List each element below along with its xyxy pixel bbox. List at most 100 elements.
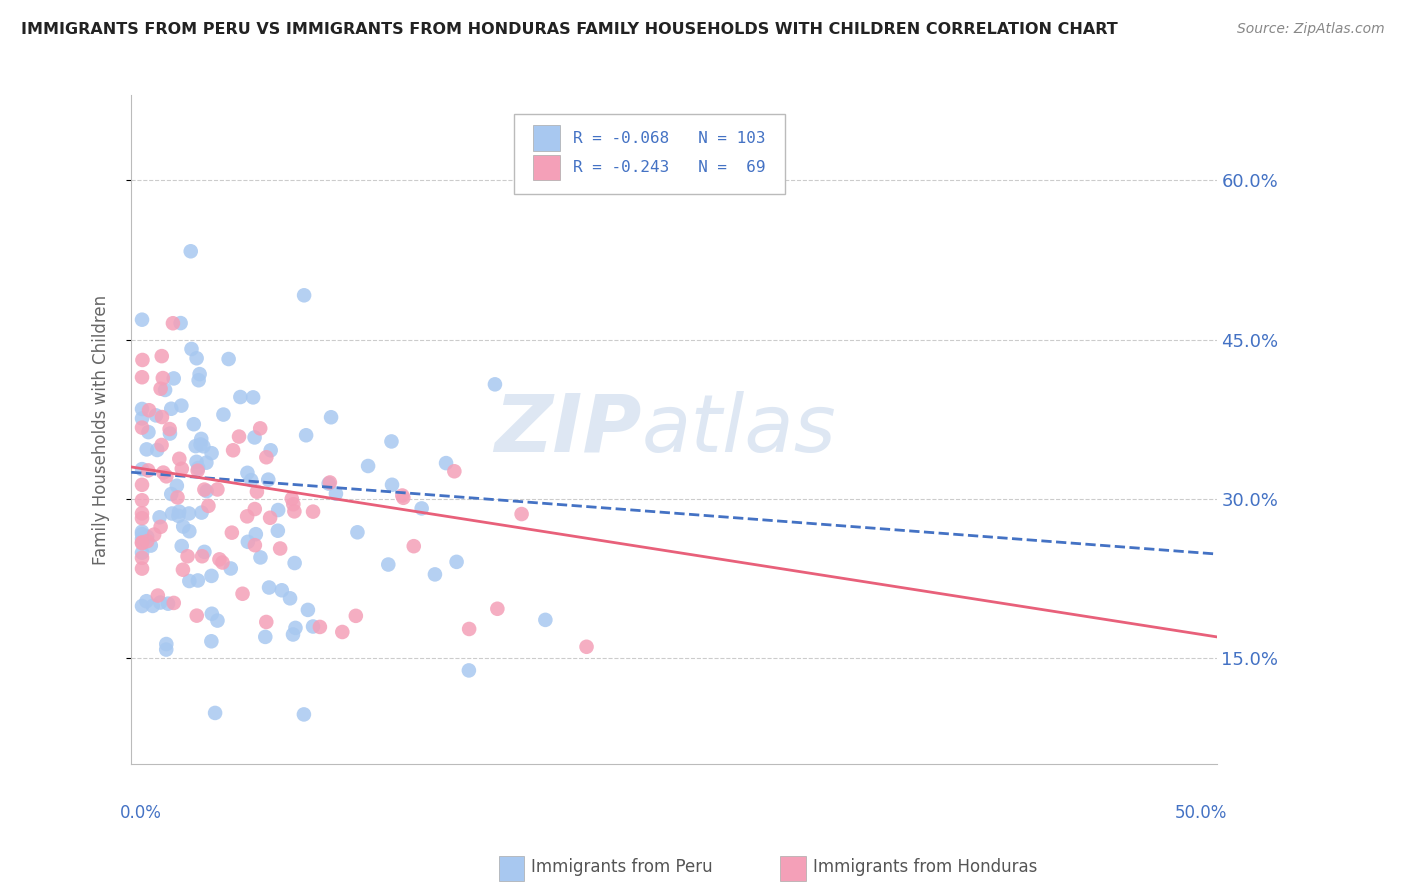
Point [149,382,172,396]
Point [139,539,162,553]
Point [146,442,169,457]
Point [166,491,188,505]
Point [284,621,307,635]
Point [201,607,224,621]
Point [381,477,404,491]
Point [149,520,172,534]
Y-axis label: Family Households with Children: Family Households with Children [93,294,110,565]
Point [228,429,250,443]
Point [135,594,157,608]
Point [402,539,425,553]
Point [160,401,183,416]
Point [284,556,307,570]
Point [302,505,325,519]
Point [131,420,153,434]
Point [249,550,271,565]
Point [138,425,160,439]
Point [136,530,159,544]
Point [167,505,190,519]
Point [344,608,367,623]
Point [170,399,193,413]
Point [131,411,153,425]
Point [346,525,368,540]
Point [357,458,380,473]
Point [135,442,157,457]
Point [257,473,280,487]
Point [148,510,170,524]
Point [193,545,215,559]
Point [434,456,457,470]
Point [219,561,242,575]
Point [187,464,209,478]
Point [131,536,153,550]
Point [295,428,318,442]
Point [170,539,193,553]
Point [176,549,198,564]
Point [254,615,277,629]
Point [188,367,211,381]
Point [179,574,201,588]
Point [254,630,277,644]
Point [131,462,153,476]
Point [131,511,153,525]
Point [297,603,319,617]
Text: 50.0%: 50.0% [1175,805,1227,822]
Point [377,558,399,572]
Point [131,535,153,549]
Point [193,483,215,497]
Point [131,532,153,546]
Point [283,497,305,511]
Point [167,508,190,523]
Point [242,391,264,405]
Point [152,371,174,385]
Text: R = -0.243   N =  69: R = -0.243 N = 69 [572,160,765,175]
Point [159,426,181,441]
Point [240,473,263,487]
Point [163,371,186,385]
Point [380,434,402,449]
Point [150,438,173,452]
Point [208,552,231,566]
Point [249,421,271,435]
Point [197,499,219,513]
Point [200,634,222,648]
Point [138,403,160,417]
Point [163,596,186,610]
Point [155,637,177,651]
Point [172,519,194,533]
Point [229,390,252,404]
Point [283,504,305,518]
Point [221,525,243,540]
Point [486,601,509,615]
Point [281,491,304,506]
Point [159,422,181,436]
Point [162,316,184,330]
Text: IMMIGRANTS FROM PERU VS IMMIGRANTS FROM HONDURAS FAMILY HOUSEHOLDS WITH CHILDREN: IMMIGRANTS FROM PERU VS IMMIGRANTS FROM … [21,22,1118,37]
Point [392,491,415,505]
Point [186,455,208,469]
Point [186,351,208,366]
Point [143,527,166,541]
FancyBboxPatch shape [533,126,560,151]
Point [172,563,194,577]
Point [330,625,353,640]
Point [131,550,153,565]
Point [236,534,259,549]
Point [169,316,191,330]
Point [190,437,212,451]
Text: ZIP: ZIP [494,391,641,469]
Point [150,349,173,363]
Point [534,613,557,627]
Point [391,488,413,502]
Text: Immigrants from Peru: Immigrants from Peru [531,858,713,876]
Point [309,620,332,634]
Text: Immigrants from Honduras: Immigrants from Honduras [813,858,1038,876]
Point [218,351,240,366]
Point [190,432,212,446]
Point [200,569,222,583]
Point [187,373,209,387]
Point [236,509,259,524]
Point [446,555,468,569]
Point [166,479,188,493]
Point [155,642,177,657]
